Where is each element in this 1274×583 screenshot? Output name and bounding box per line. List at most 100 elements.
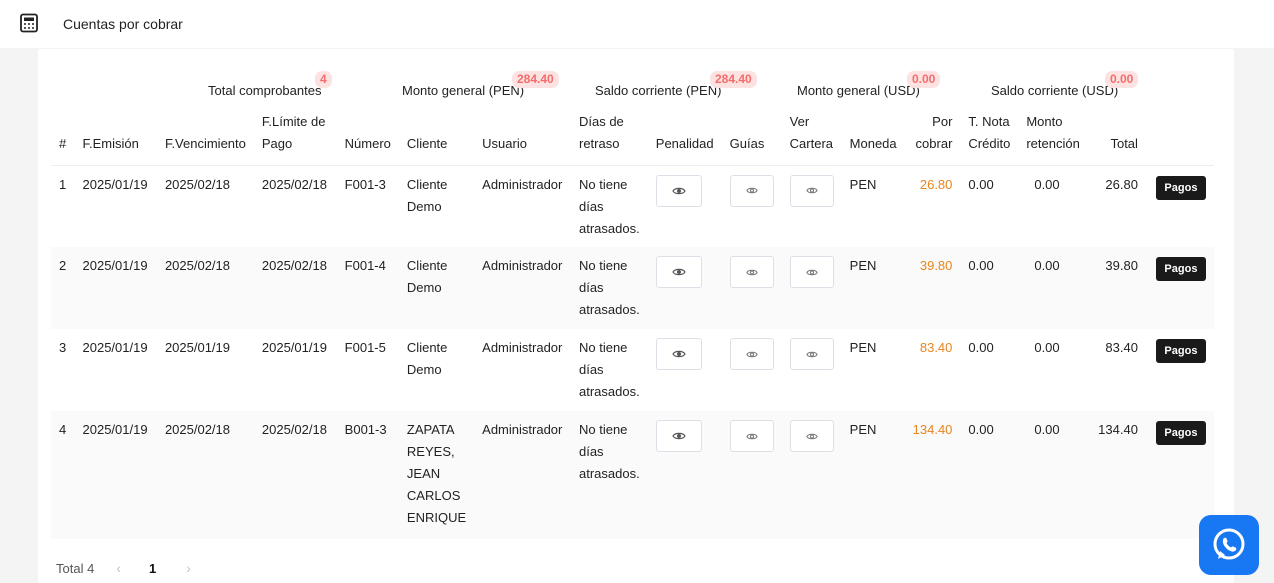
whatsapp-button[interactable]: [1199, 515, 1259, 575]
column-header: Por cobrar: [904, 109, 961, 166]
cell-cliente: Cliente Demo: [398, 247, 475, 329]
column-header: Guías: [721, 109, 782, 166]
table-row: 3 2025/01/19 2025/01/19 2025/01/19 F001-5 Cli…: [51, 329, 1214, 411]
prev-page-icon[interactable]: ‹: [116, 560, 121, 576]
cell-emision: 2025/01/19: [82, 176, 148, 192]
guias-button[interactable]: [729, 338, 774, 370]
ver-cartera-button[interactable]: [789, 338, 834, 370]
guias-button[interactable]: [729, 256, 774, 288]
page-number-1[interactable]: 1: [148, 560, 157, 576]
penalidad-button[interactable]: [655, 174, 702, 207]
summary-saldo-corriente-usd: Saldo corriente (USD): [991, 83, 1119, 98]
table-header-row: # F.Emisión F.Vencimiento F.Límite de Pa…: [51, 109, 1214, 166]
pagos-button[interactable]: Pagos: [1155, 257, 1206, 281]
cell-cartera: [781, 411, 842, 539]
next-page-icon[interactable]: ›: [186, 560, 191, 576]
cell-retencion: 0.00: [1034, 176, 1060, 192]
cell-retencion: 0.00: [1034, 340, 1060, 355]
cell-nota-credito: 0.00: [960, 247, 1019, 329]
eye-icon: [805, 351, 818, 357]
cell-moneda: PEN: [849, 340, 877, 355]
summary-total-comprobantes: Total comprobantes: [208, 83, 322, 98]
cell-limite: 2025/02/18: [253, 247, 337, 329]
cell-por-cobrar: 39.80: [904, 247, 961, 329]
cell-usuario: Administrador: [474, 411, 571, 539]
column-header: Total: [1088, 109, 1146, 166]
cell-emision: 2025/01/19: [74, 411, 157, 539]
cell-usuario: Administrador: [474, 247, 571, 329]
cell-nota-credito: 0.00: [968, 176, 994, 192]
eye-icon: [672, 268, 686, 276]
eye-icon: [672, 350, 686, 358]
cell-guias: [721, 247, 782, 329]
cell-usuario: Administrador: [482, 176, 563, 192]
cell-vencimiento: 2025/02/18: [156, 411, 254, 539]
receivables-card: Total comprobantes 4 Monto general (PEN)…: [38, 49, 1234, 583]
cell-retraso: No tiene días atrasados.: [578, 340, 640, 399]
cell-total: 26.80: [1105, 176, 1138, 192]
cell-nota-credito: 0.00: [960, 411, 1019, 539]
cell-por-cobrar: 83.40: [919, 340, 953, 355]
cell-penalidad: [648, 329, 722, 411]
column-header: F.Límite de Pago: [253, 109, 337, 166]
column-header: #: [51, 109, 75, 166]
row-index: 2: [51, 247, 75, 329]
pagos-button[interactable]: Pagos: [1155, 175, 1206, 200]
pagos-button[interactable]: Pagos: [1155, 339, 1206, 363]
whatsapp-icon: [1213, 528, 1245, 560]
eye-icon: [805, 187, 818, 194]
row-index: 1: [59, 176, 67, 192]
cell-vencimiento: 2025/02/18: [156, 247, 254, 329]
ver-cartera-button[interactable]: [789, 256, 834, 288]
cell-moneda: PEN: [841, 247, 905, 329]
penalidad-button[interactable]: [655, 256, 702, 288]
cell-guias: [721, 411, 782, 539]
eye-icon: [805, 433, 818, 439]
receivables-table: # F.Emisión F.Vencimiento F.Límite de Pa…: [51, 109, 1214, 539]
guias-button[interactable]: [729, 174, 774, 207]
eye-icon: [745, 269, 758, 275]
summary-bar: Total comprobantes 4 Monto general (PEN)…: [38, 49, 1234, 109]
summary-badge: 4: [315, 71, 332, 88]
table-row: 1 2025/01/19 2025/02/18 2025/02/18 F001-3 Cli…: [51, 165, 1214, 247]
cell-limite: 2025/01/19: [261, 340, 327, 355]
calculator-icon: [20, 13, 38, 33]
row-index: 4: [51, 411, 75, 539]
cell-cliente: Cliente Demo: [406, 176, 448, 214]
pagos-button[interactable]: Pagos: [1155, 421, 1206, 445]
eye-icon: [745, 351, 758, 357]
eye-icon: [805, 269, 818, 275]
cell-retencion: 0.00: [1018, 247, 1088, 329]
page-title: Cuentas por cobrar: [63, 16, 183, 32]
cell-moneda: PEN: [849, 176, 877, 192]
cell-numero: F001-5: [344, 340, 386, 355]
table-row: 4 2025/01/19 2025/02/18 2025/02/18 B001-3 ZAP…: [51, 411, 1214, 539]
cell-numero: F001-3: [344, 176, 386, 192]
cell-guias: [722, 329, 782, 411]
cell-moneda: PEN: [841, 411, 905, 539]
column-header: Cliente: [398, 109, 475, 166]
cell-por-cobrar: 134.40: [904, 411, 961, 539]
penalidad-button[interactable]: [655, 420, 702, 452]
summary-badge: 0.00: [907, 71, 941, 88]
summary-badge: 0.00: [1105, 71, 1139, 88]
cell-total: 83.40: [1105, 340, 1138, 355]
cell-actions: Pagos: [1146, 165, 1214, 247]
eye-icon: [745, 187, 758, 194]
ver-cartera-button[interactable]: [789, 420, 834, 452]
cell-actions: Pagos: [1146, 329, 1214, 411]
pagination: Total 4 ‹ 1 ›: [56, 560, 191, 576]
eye-icon: [745, 433, 758, 439]
summary-monto-general-usd: Monto general (USD): [797, 83, 920, 98]
summary-saldo-corriente-pen: Saldo corriente (PEN): [595, 83, 722, 98]
cell-numero: F001-4: [336, 247, 399, 329]
ver-cartera-button[interactable]: [789, 174, 834, 207]
cell-retencion: 0.00: [1018, 411, 1088, 539]
guias-button[interactable]: [729, 420, 774, 452]
row-index: 3: [59, 340, 67, 355]
cell-nota-credito: 0.00: [968, 340, 994, 355]
cell-cliente: Cliente Demo: [406, 340, 448, 377]
column-header: Usuario: [474, 109, 571, 166]
column-header: F.Emisión: [74, 109, 157, 166]
penalidad-button[interactable]: [655, 338, 702, 370]
